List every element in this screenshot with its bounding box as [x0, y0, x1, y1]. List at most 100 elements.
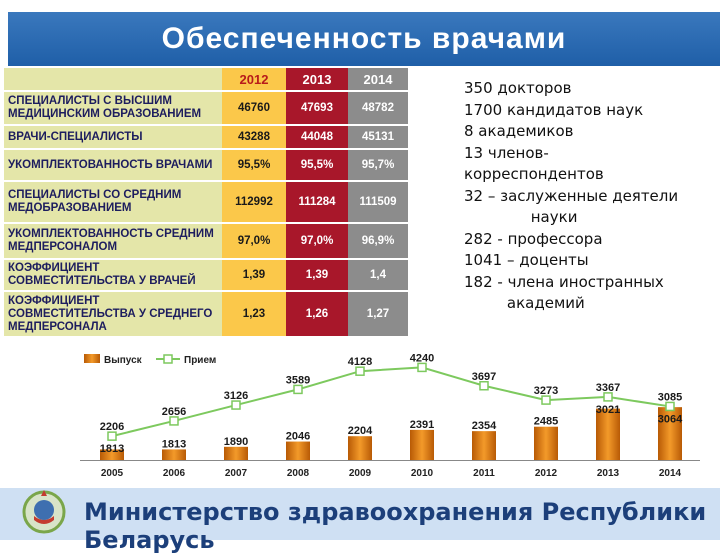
- fact-line: 1041 – доценты: [464, 251, 589, 269]
- fact-line: науки: [464, 208, 578, 226]
- header-bar: Обеспеченность врачами: [8, 12, 720, 66]
- bar: [224, 446, 248, 460]
- bar: [472, 431, 496, 460]
- year-header: 2012: [222, 68, 286, 92]
- table-corner: [4, 68, 222, 92]
- cell-2012: 112992: [222, 181, 286, 224]
- fact-line: 32 – заслуженные деятели: [464, 186, 679, 205]
- line-value-label: 4240: [410, 352, 434, 364]
- cell-2012: 1,23: [222, 291, 286, 338]
- table-row: ВРАЧИ-СПЕЦИАЛИСТЫ 43288 44048 45131: [4, 125, 408, 150]
- fact-line: 182 - члена иностранных: [464, 272, 664, 291]
- chart-legend: Выпуск Прием: [84, 354, 216, 366]
- bar-value-label: 3021: [596, 404, 620, 416]
- line-value-label: 4128: [348, 356, 372, 368]
- row-label: КОЭФФИЦИЕНТ СОВМЕСТИТЕЛЬСТВА У ВРАЧЕЙ: [4, 259, 222, 292]
- cell-2014: 48782: [348, 91, 408, 126]
- cell-2014: 1,27: [348, 291, 408, 338]
- line-point: [293, 384, 303, 395]
- row-label: СПЕЦИАЛИСТЫ СО СРЕДНИМ МЕДОБРАЗОВАНИЕМ: [4, 181, 222, 224]
- x-tick-label: 2014: [659, 468, 682, 479]
- line-value-label: 3367: [596, 382, 620, 394]
- line-point: [603, 392, 613, 402]
- bar: [534, 426, 558, 460]
- line-value-label: 3589: [286, 374, 310, 386]
- x-tick-label: 2008: [287, 468, 310, 479]
- line-point: [479, 381, 489, 391]
- fact-line: академий: [464, 294, 585, 312]
- cell-2013: 111284: [286, 181, 348, 224]
- bar-value-label: 2354: [472, 420, 497, 432]
- row-label: УКОМПЛЕКТОВАННОСТЬ СРЕДНИМ МЕДПЕРСОНАЛОМ: [4, 223, 222, 260]
- cell-2014: 1,4: [348, 259, 408, 292]
- line-point: [541, 395, 551, 405]
- cell-2012: 97,0%: [222, 223, 286, 260]
- table-row: КОЭФФИЦИЕНТ СОВМЕСТИТЕЛЬСТВА У ВРАЧЕЙ 1,…: [4, 259, 408, 292]
- x-tick-label: 2009: [349, 468, 372, 479]
- row-label: ВРАЧИ-СПЕЦИАЛИСТЫ: [4, 125, 222, 150]
- x-tick-label: 2010: [411, 468, 434, 479]
- bar-value-label: 2204: [348, 425, 373, 437]
- bar: [596, 408, 620, 460]
- table-row: УКОМПЛЕКТОВАННОСТЬ СРЕДНИМ МЕДПЕРСОНАЛОМ…: [4, 223, 408, 260]
- bar: [286, 441, 310, 460]
- x-tick-label: 2012: [535, 468, 558, 479]
- page-title: Обеспеченность врачами: [161, 22, 567, 55]
- bar-value-label: 3064: [658, 413, 683, 425]
- cell-2013: 44048: [286, 125, 348, 150]
- row-label: КОЭФФИЦИЕНТ СОВМЕСТИТЕЛЬСТВА У СРЕДНЕГО …: [4, 291, 222, 338]
- bar: [100, 449, 124, 460]
- line-point: [355, 366, 365, 376]
- x-tick-label: 2007: [225, 468, 248, 479]
- table-row: УКОМПЛЕКТОВАННОСТЬ ВРАЧАМИ 95,5% 95,5% 9…: [4, 149, 408, 182]
- cell-2014: 96,9%: [348, 223, 408, 260]
- bar: [658, 407, 682, 460]
- bar-value-label: 2046: [286, 431, 310, 443]
- cell-2013: 1,26: [286, 291, 348, 338]
- fact-line: 350 докторов: [464, 79, 572, 97]
- line-point: [665, 401, 675, 412]
- bar-value-label: 1813: [162, 438, 186, 450]
- series-line: [111, 366, 671, 438]
- line-value-label: 3126: [224, 390, 248, 402]
- year-header: 2013: [286, 68, 348, 92]
- fact-line: 282 - профессора: [464, 229, 603, 248]
- row-label: УКОМПЛЕКТОВАННОСТЬ ВРАЧАМИ: [4, 149, 222, 182]
- legend-marker: [163, 354, 173, 364]
- legend-swatch-bar: [84, 354, 100, 363]
- x-tick-label: 2006: [163, 468, 186, 479]
- legend-label-line: Прием: [184, 355, 216, 366]
- footer-bar: Министерство здравоохранения Республики …: [0, 488, 720, 554]
- fact-line: 8 академиков: [464, 122, 574, 140]
- x-tick-label: 2005: [101, 468, 124, 479]
- table-row: КОЭФФИЦИЕНТ СОВМЕСТИТЕЛЬСТВА У СРЕДНЕГО …: [4, 291, 408, 338]
- bar-value-label: 2391: [410, 419, 434, 431]
- cell-2014: 45131: [348, 125, 408, 150]
- cell-2012: 46760: [222, 91, 286, 126]
- year-header: 2014: [348, 68, 408, 92]
- graduates-chart: Выпуск Прием 2005 2006 2007 2008 2009 2010 201…: [80, 352, 700, 479]
- ministry-name: Министерство здравоохранения Республики …: [84, 498, 707, 554]
- line-point: [169, 416, 179, 426]
- cell-2013: 95,5%: [286, 149, 348, 182]
- cell-2013: 1,39: [286, 259, 348, 292]
- cell-2013: 47693: [286, 91, 348, 126]
- line-value-label: 2656: [162, 406, 186, 418]
- line-value-label: 2206: [100, 421, 124, 433]
- fact-line: корреспондентов: [464, 165, 604, 183]
- table-header-row: 2012 2013 2014: [4, 68, 408, 92]
- legend-label-bar: Выпуск: [104, 355, 143, 366]
- bar: [162, 449, 186, 460]
- belarus-emblem-icon: [22, 490, 66, 534]
- bar-value-label: 2485: [534, 416, 558, 428]
- bar-value-label: 1890: [224, 436, 248, 448]
- stats-table: 2012 2013 2014 СПЕЦИАЛИСТЫ С ВЫСШИМ МЕДИ…: [4, 68, 408, 338]
- row-label: СПЕЦИАЛИСТЫ С ВЫСШИМ МЕДИЦИНСКИМ ОБРАЗОВ…: [4, 91, 222, 126]
- cell-2012: 95,5%: [222, 149, 286, 182]
- line-point: [231, 400, 241, 410]
- line-value-label: 3085: [658, 391, 682, 403]
- cell-2013: 97,0%: [286, 223, 348, 260]
- line-value-label: 3273: [534, 385, 558, 397]
- cell-2012: 1,39: [222, 259, 286, 292]
- line-point: [417, 362, 427, 373]
